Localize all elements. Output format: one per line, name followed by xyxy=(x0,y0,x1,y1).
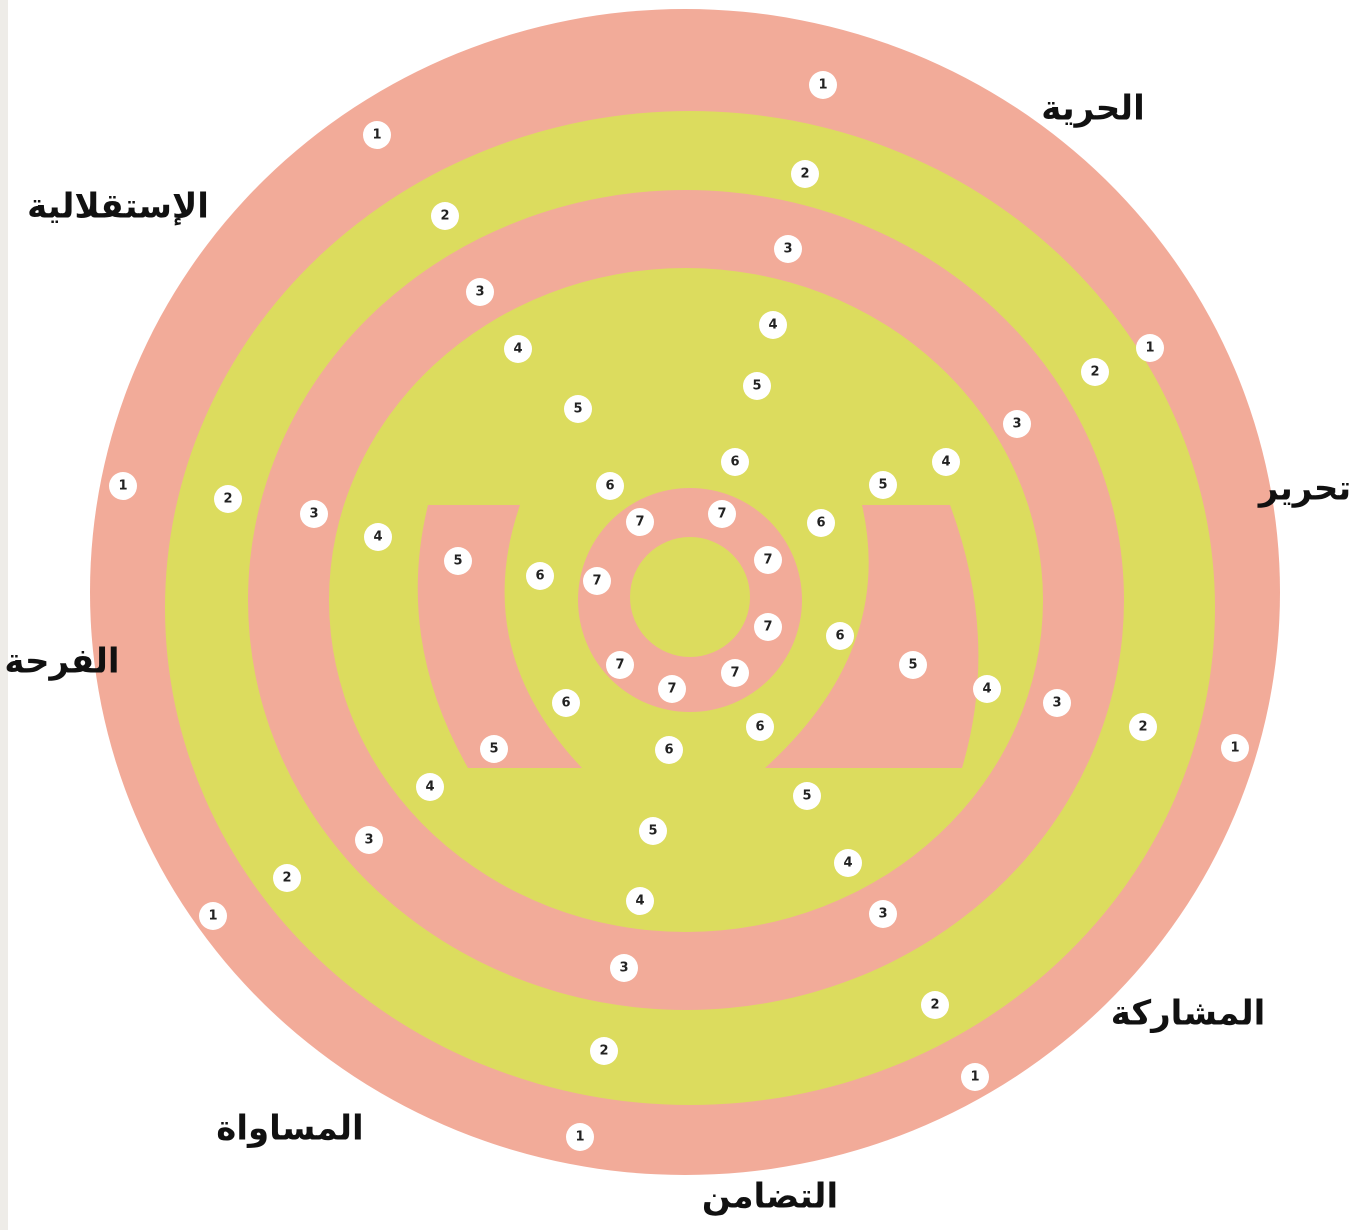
label: الفرحة xyxy=(4,642,119,682)
marker-number: 3 xyxy=(1012,417,1021,432)
marker-number: 3 xyxy=(619,961,628,976)
marker-number: 1 xyxy=(118,479,127,494)
marker-number: 3 xyxy=(309,507,318,522)
diagram: الحرية الإستقلالية تحرير الفرحة المشاركة… xyxy=(0,0,1371,1230)
marker-number: 7 xyxy=(592,574,601,589)
marker-number: 7 xyxy=(615,658,624,673)
marker-number: 5 xyxy=(489,742,498,757)
marker-number: 1 xyxy=(1230,741,1239,756)
marker-number: 4 xyxy=(425,780,434,795)
marker-number: 1 xyxy=(818,78,827,93)
marker-number: 5 xyxy=(573,402,582,417)
marker-number: 2 xyxy=(1090,365,1099,380)
marker-number: 3 xyxy=(475,285,484,300)
label: الحرية xyxy=(1041,89,1144,129)
label: التضامن xyxy=(702,1177,838,1217)
marker-number: 5 xyxy=(878,478,887,493)
marker-number: 5 xyxy=(453,554,462,569)
marker-number: 5 xyxy=(908,658,917,673)
core xyxy=(630,537,750,657)
marker-number: 6 xyxy=(664,743,673,758)
marker-number: 4 xyxy=(843,856,852,871)
marker-number: 3 xyxy=(783,242,792,257)
marker-number: 2 xyxy=(599,1044,608,1059)
label: الإستقلالية xyxy=(27,187,209,227)
label: تحرير xyxy=(1257,469,1351,509)
marker-number: 2 xyxy=(282,871,291,886)
marker-number: 1 xyxy=(575,1130,584,1145)
marker-number: 7 xyxy=(763,553,772,568)
marker-number: 4 xyxy=(513,342,522,357)
label: المشاركة xyxy=(1111,994,1266,1034)
marker-number: 7 xyxy=(763,620,772,635)
marker-number: 3 xyxy=(364,833,373,848)
marker-number: 1 xyxy=(372,128,381,143)
marker-number: 6 xyxy=(535,569,544,584)
marker-number: 2 xyxy=(1138,720,1147,735)
marker-number: 5 xyxy=(752,379,761,394)
marker-number: 3 xyxy=(878,907,887,922)
marker-number: 4 xyxy=(373,530,382,545)
marker-number: 4 xyxy=(635,894,644,909)
marker-number: 4 xyxy=(982,682,991,697)
left-edge xyxy=(0,0,8,1230)
marker-number: 2 xyxy=(440,209,449,224)
label: المساواة xyxy=(216,1109,363,1149)
marker-number: 2 xyxy=(930,998,939,1013)
marker-number: 5 xyxy=(648,824,657,839)
page: الحرية الإستقلالية تحرير الفرحة المشاركة… xyxy=(0,0,1371,1230)
marker-number: 6 xyxy=(816,516,825,531)
marker-number: 2 xyxy=(800,167,809,182)
marker-number: 6 xyxy=(730,455,739,470)
marker-number: 1 xyxy=(1145,341,1154,356)
marker-number: 1 xyxy=(970,1070,979,1085)
marker-number: 1 xyxy=(208,909,217,924)
marker-number: 3 xyxy=(1052,696,1061,711)
marker-number: 6 xyxy=(835,629,844,644)
marker-number: 7 xyxy=(717,507,726,522)
marker-number: 6 xyxy=(561,696,570,711)
marker-number: 7 xyxy=(635,515,644,530)
marker-number: 7 xyxy=(667,682,676,697)
marker-number: 7 xyxy=(730,666,739,681)
marker-number: 6 xyxy=(755,720,764,735)
marker-number: 4 xyxy=(941,455,950,470)
marker-number: 2 xyxy=(223,492,232,507)
marker-number: 4 xyxy=(768,318,777,333)
marker-number: 6 xyxy=(605,479,614,494)
marker-number: 5 xyxy=(802,789,811,804)
